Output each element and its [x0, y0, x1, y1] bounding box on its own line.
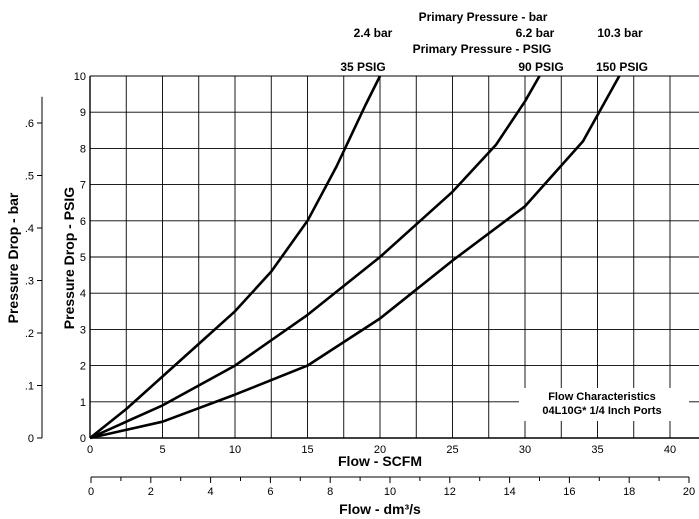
secondary-y-tick-label: .6 [25, 118, 34, 130]
y-axis-title: Pressure Drop - PSIG [61, 187, 77, 329]
series-150-bar-label: 10.3 bar [597, 26, 643, 40]
y-tick-label: 2 [80, 361, 86, 373]
y-tick-label: 4 [80, 288, 86, 300]
series-35-psig-label: 35 PSIG [340, 60, 385, 74]
y-tick-label: 9 [80, 107, 86, 119]
annotation-line-2: 04L10G* 1/4 Inch Ports [542, 405, 661, 417]
y-tick-label: 1 [80, 397, 86, 409]
secondary-x-tick-label: 12 [444, 486, 456, 498]
x-axis-title: Flow - SCFM [338, 453, 422, 469]
x-tick-label: 40 [664, 444, 676, 456]
series-35-bar-label: 2.4 bar [354, 26, 393, 40]
secondary-x-tick-label: 4 [208, 486, 214, 498]
y-tick-label: 6 [80, 216, 86, 228]
secondary-y-tick-label: .1 [25, 380, 34, 392]
x-tick-label: 5 [159, 444, 165, 456]
y-tick-label: 10 [74, 71, 86, 83]
secondary-y-tick-label: .4 [25, 223, 34, 235]
secondary-y-tick-label: 0 [28, 433, 34, 445]
chart-grid [89, 75, 699, 439]
annotation-line-1: Flow Characteristics [548, 391, 656, 403]
x-tick-label: 30 [519, 444, 531, 456]
secondary-x-tick-label: 18 [623, 486, 635, 498]
secondary-x-tick-label: 10 [384, 486, 396, 498]
series-90-psig-label: 90 PSIG [518, 60, 563, 74]
primary-pressure-psig-header: Primary Pressure - PSIG [413, 42, 552, 56]
x-tick-label: 15 [301, 444, 313, 456]
series-line-150-psig [89, 75, 621, 440]
x-tick-label: 20 [374, 444, 386, 456]
series-line-90-psig [89, 75, 541, 440]
secondary-x-tick-label: 8 [327, 486, 333, 498]
x-tick-label: 10 [229, 444, 241, 456]
y-tick-label: 0 [80, 433, 86, 445]
x-tick-labels: 0 5 10 15 20 25 30 35 40 [87, 444, 676, 456]
y-tick-label: 5 [80, 252, 86, 264]
secondary-x-axis-title: Flow - dm³/s [339, 501, 421, 517]
annotation-box [519, 388, 689, 421]
x-tick-label: 0 [87, 444, 93, 456]
series-line-35-psig [89, 75, 382, 440]
secondary-x-tick-label: 6 [267, 486, 273, 498]
secondary-x-tick-label: 0 [88, 486, 94, 498]
secondary-y-axis: 0 .1 .2 .3 .4 .5 .6 [25, 96, 43, 445]
secondary-x-tick-label: 14 [503, 486, 515, 498]
chart-curves [89, 75, 621, 440]
series-150-psig-label: 150 PSIG [596, 60, 648, 74]
secondary-x-axis: 0 2 4 6 8 10 12 14 16 18 20 [88, 476, 695, 498]
x-tick-label: 35 [591, 444, 603, 456]
secondary-x-tick-label: 16 [563, 486, 575, 498]
series-90-bar-label: 6.2 bar [516, 26, 555, 40]
secondary-x-tick-label: 20 [683, 486, 695, 498]
secondary-x-tick-label: 2 [148, 486, 154, 498]
y-tick-label: 8 [80, 143, 86, 155]
secondary-y-tick-label: .3 [25, 275, 34, 287]
x-tick-label: 25 [446, 444, 458, 456]
y-tick-labels: 0 1 2 3 4 5 6 7 8 9 10 [74, 71, 86, 445]
y-tick-label: 3 [80, 324, 86, 336]
primary-pressure-bar-header: Primary Pressure - bar [419, 10, 548, 24]
y-tick-label: 7 [80, 180, 86, 192]
secondary-y-tick-label: .5 [25, 170, 34, 182]
secondary-y-axis-title: Pressure Drop - bar [5, 192, 21, 323]
secondary-y-tick-label: .2 [25, 328, 34, 340]
